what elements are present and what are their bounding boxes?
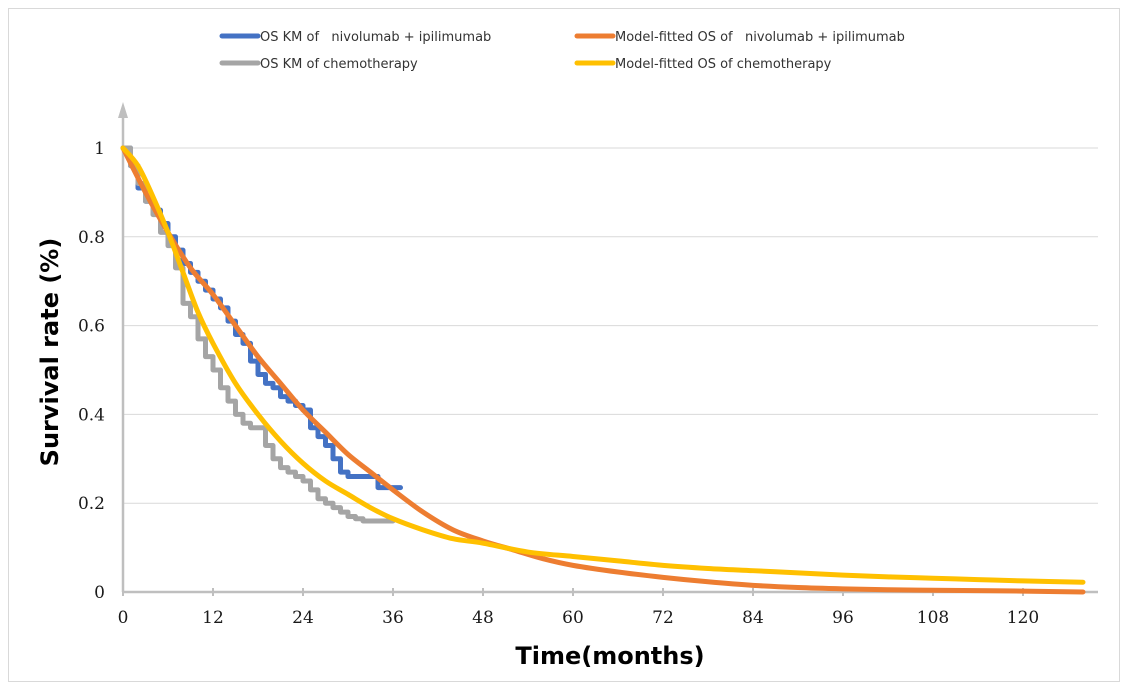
y-tick-label: 0.4	[78, 405, 105, 425]
x-tick-label: 60	[562, 608, 584, 628]
x-tick-label: 84	[742, 608, 764, 628]
km-nivo-ipi-line	[120, 145, 403, 491]
legend-label: OS KM of nivolumab + ipilimumab	[260, 30, 491, 45]
x-tick-label: 36	[382, 608, 404, 628]
y-tick-label: 0	[94, 583, 105, 603]
x-tick-label: 0	[118, 608, 129, 628]
model-chemo-line	[120, 145, 1086, 585]
y-tick-label: 0.8	[78, 228, 105, 248]
legend-label: Model-fitted OS of chemotherapy	[615, 57, 832, 72]
x-tick-label: 24	[292, 608, 314, 628]
x-tick-label: 12	[202, 608, 224, 628]
y-tick-label: 0.6	[78, 317, 105, 337]
x-tick-label: 120	[1007, 608, 1039, 628]
grid-lines	[123, 147, 1098, 504]
legend-label: OS KM of chemotherapy	[260, 57, 418, 72]
y-tick-label: 1	[94, 139, 105, 159]
x-tick-label: 96	[832, 608, 854, 628]
y-axis-title: Survival rate (%)	[36, 238, 64, 467]
legend-label: Model-fitted OS of nivolumab + ipilimuma…	[615, 30, 905, 45]
x-tick-label: 72	[652, 608, 674, 628]
x-axis-title: Time(months)	[515, 642, 704, 670]
series-lines	[120, 145, 1086, 595]
y-tick-label: 0.2	[78, 494, 105, 514]
km-chemo-line	[120, 145, 396, 524]
chart-frame	[8, 8, 1120, 682]
model-nivo-ipi-line	[120, 145, 1086, 595]
legend: OS KM of nivolumab + ipilimumab OS KM of …	[219, 30, 905, 72]
x-tick-label: 108	[917, 608, 949, 628]
axes: 0 0.2 0.4 0.6 0.8 1 0 12 24 36 48 60 72 84 96 108 120	[78, 102, 1098, 628]
x-tick-label: 48	[472, 608, 494, 628]
y-axis-arrow	[118, 102, 128, 118]
